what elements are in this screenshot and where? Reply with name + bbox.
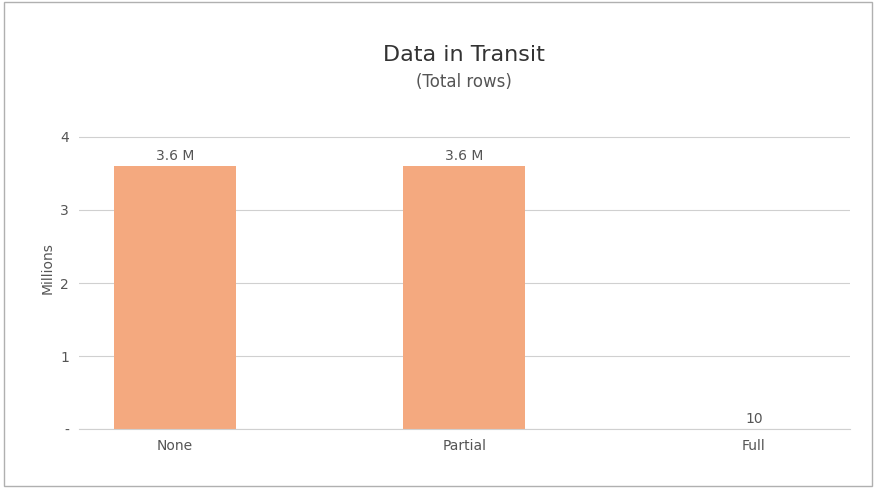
- Text: 3.6 M: 3.6 M: [156, 149, 194, 163]
- Text: 10: 10: [745, 412, 763, 426]
- Y-axis label: Millions: Millions: [40, 243, 54, 294]
- Bar: [404, 166, 525, 429]
- Text: Data in Transit: Data in Transit: [384, 45, 545, 65]
- Text: 3.6 M: 3.6 M: [445, 149, 484, 163]
- Bar: [114, 166, 236, 429]
- Text: (Total rows): (Total rows): [416, 73, 512, 91]
